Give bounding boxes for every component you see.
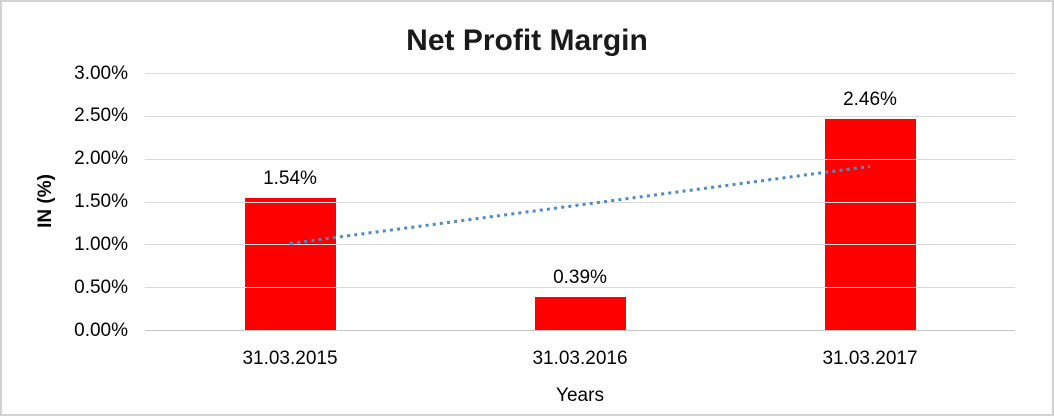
bar-data-label: 2.46% [843,89,897,111]
y-tick-label: 1.00% [74,233,128,255]
y-tick-label: 3.00% [74,62,128,84]
bar [534,296,626,330]
y-tick-label: 2.50% [74,105,128,127]
y-tick-label: 2.00% [74,148,128,170]
y-tick-label: 0.00% [74,319,128,341]
gridline [145,115,1015,117]
x-tick-label: 31.03.2015 [242,348,338,369]
bar-data-label: 1.54% [263,168,317,190]
y-tick-label: 1.50% [74,191,128,212]
bar [244,198,336,330]
x-tick-label: 31.03.2017 [822,348,918,369]
bar-data-label: 0.39% [553,266,607,288]
x-axis-title: Years [556,385,604,406]
gridline [145,73,1015,74]
gridline [145,158,1015,160]
chart-title: Net Profit Margin [406,24,648,57]
gridline [145,330,1015,331]
gridline [145,201,1015,203]
gridline [145,287,1015,289]
trendline [289,164,871,245]
x-tick-label: 31.03.2016 [532,348,628,369]
gridline [145,244,1015,246]
bar [824,119,916,330]
y-tick-label: 0.50% [74,276,128,298]
